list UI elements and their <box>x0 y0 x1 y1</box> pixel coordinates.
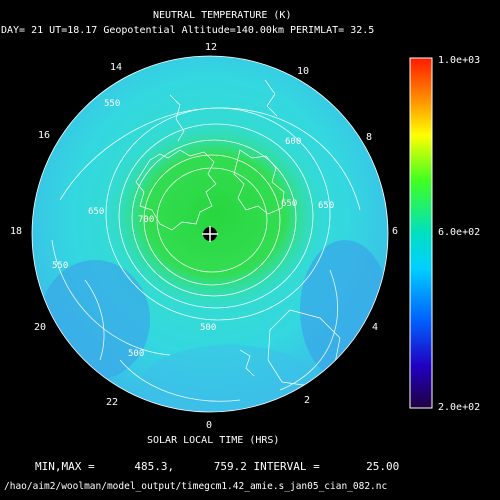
hour-label-10: 10 <box>297 66 310 77</box>
hour-label-20: 20 <box>34 322 47 333</box>
hour-label-4: 4 <box>372 322 379 333</box>
cool-region-bottom <box>140 345 320 412</box>
hour-label-16: 16 <box>38 130 51 141</box>
stats-line: MIN,MAX = 485.3, 759.2 INTERVAL = 25.00 <box>35 460 400 473</box>
hour-label-8: 8 <box>366 132 373 143</box>
contour-label: 650 <box>88 207 104 217</box>
warm-region <box>100 115 330 315</box>
contour-label: 600 <box>285 137 301 147</box>
hour-label-6: 6 <box>392 226 399 237</box>
contour-label: 500 <box>128 349 144 359</box>
hour-label-12: 12 <box>205 42 218 53</box>
plot-title: NEUTRAL TEMPERATURE (K) <box>153 10 292 21</box>
contour-label: 650 <box>281 199 297 209</box>
contour-label: 500 <box>200 323 216 333</box>
contour-label: 700 <box>138 215 154 225</box>
hour-label-14: 14 <box>110 62 123 73</box>
plot-subtitle: DAY= 21 UT=18.17 Geopotential Altitude=1… <box>1 25 375 36</box>
hour-label-22: 22 <box>106 397 119 408</box>
contour-label: 550 <box>52 261 68 271</box>
colorbar <box>409 57 433 409</box>
hour-label-0: 0 <box>206 420 213 431</box>
file-path: /hao/aim2/woolman/model_output/timegcm1.… <box>4 481 388 492</box>
pole-marker <box>202 226 218 242</box>
hour-label-18: 18 <box>10 226 23 237</box>
axis-label: SOLAR LOCAL TIME (HRS) <box>147 435 280 446</box>
contour-lines <box>51 107 361 402</box>
colorbar-mid-label: 6.0e+02 <box>438 227 481 238</box>
contour-label: 650 <box>318 201 334 211</box>
hour-label-2: 2 <box>304 395 311 406</box>
colorbar-max-label: 1.0e+03 <box>438 55 481 66</box>
contour-label: 550 <box>104 99 120 109</box>
colorbar-min-label: 2.0e+02 <box>438 402 481 413</box>
map-border <box>31 55 389 413</box>
